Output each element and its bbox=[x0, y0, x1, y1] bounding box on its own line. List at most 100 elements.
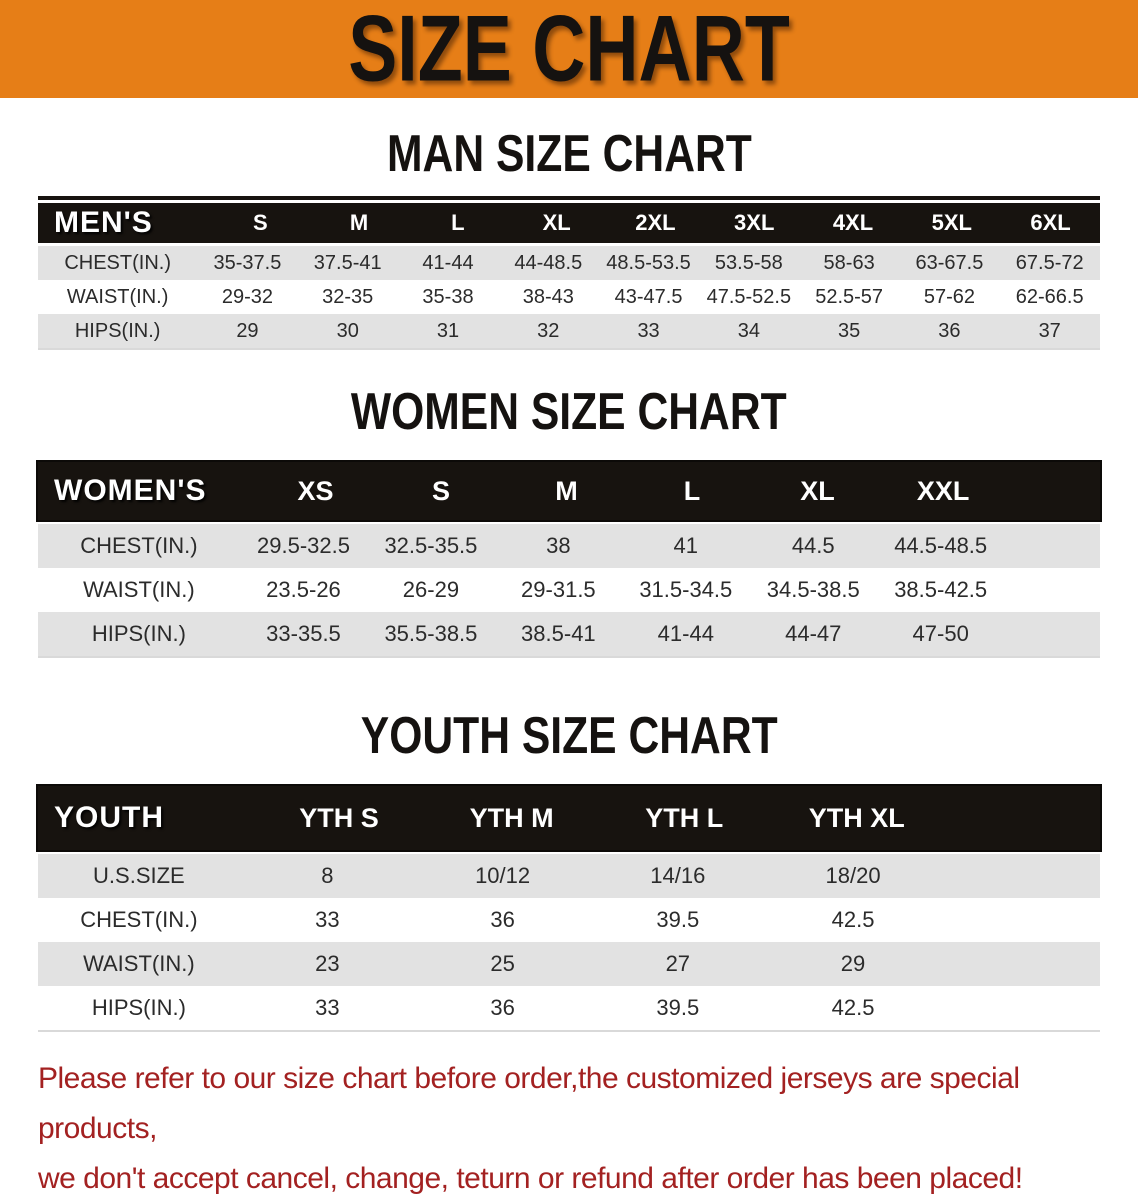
value-cell: 32.5-35.5 bbox=[384, 533, 478, 558]
women-hips-row: HIPS(IN.) 33-35.5 35.5-38.5 38.5-41 41-4… bbox=[38, 612, 1100, 656]
value-cell: 23.5-26 bbox=[266, 577, 341, 602]
man-section-heading-text: MAN SIZE CHART bbox=[386, 125, 752, 183]
value-cell: 52.5-57 bbox=[815, 285, 884, 308]
youth-size-header-cell: YTH S bbox=[299, 802, 379, 833]
value-cell: 36 bbox=[490, 907, 515, 932]
value-cell: 62-66.5 bbox=[1015, 285, 1084, 308]
value-cell: 32 bbox=[537, 319, 560, 342]
women-waist-row: WAIST(IN.) 23.5-26 26-29 29-31.5 31.5-34… bbox=[38, 568, 1100, 612]
value-cell: 33-35.5 bbox=[266, 621, 341, 646]
women-size-table: WOMEN'S XS S M L XL XXL CHEST(IN.) 29.5-… bbox=[38, 462, 1100, 658]
man-section-heading: MAN SIZE CHART bbox=[0, 128, 1138, 180]
youth-section-heading: YOUTH SIZE CHART bbox=[0, 710, 1138, 762]
youth-hips-row: HIPS(IN.) 33 36 39.5 42.5 bbox=[38, 986, 1100, 1030]
value-cell: 63-67.5 bbox=[915, 251, 984, 274]
value-cell: 39.5 bbox=[656, 907, 700, 932]
men-hips-row: HIPS(IN.) 29 30 31 32 33 34 35 36 37 bbox=[38, 314, 1100, 348]
men-size-header-cell: S bbox=[252, 210, 268, 235]
youth-section-heading-text: YOUTH SIZE CHART bbox=[360, 707, 778, 765]
value-cell: 42.5 bbox=[831, 995, 875, 1020]
disclaimer: Please refer to our size chart before or… bbox=[38, 1054, 1100, 1204]
row-label: U.S.SIZE bbox=[93, 863, 185, 888]
youth-header-row: YOUTH YTH S YTH M YTH L YTH XL bbox=[38, 786, 1100, 850]
row-label: HIPS(IN.) bbox=[91, 995, 186, 1020]
men-waist-row: WAIST(IN.) 29-32 32-35 35-38 38-43 43-47… bbox=[38, 280, 1100, 314]
youth-size-header-cell: YTH L bbox=[645, 802, 724, 833]
women-size-header-cell: XS bbox=[297, 475, 334, 506]
value-cell: 38.5-42.5 bbox=[894, 577, 988, 602]
youth-table-title: YOUTH bbox=[54, 801, 164, 834]
disclaimer-line-2: we don't accept cancel, change, teturn o… bbox=[38, 1162, 1023, 1195]
value-cell: 34 bbox=[737, 319, 760, 342]
row-label: CHEST(IN.) bbox=[64, 251, 171, 274]
value-cell: 41 bbox=[673, 533, 699, 558]
women-header-row: WOMEN'S XS S M L XL XXL bbox=[38, 462, 1100, 520]
men-size-header-cell: XL bbox=[542, 210, 571, 235]
value-cell: 44-47 bbox=[785, 621, 842, 646]
value-cell: 41-44 bbox=[422, 251, 474, 274]
value-cell: 36 bbox=[938, 319, 961, 342]
value-cell: 35-38 bbox=[422, 285, 474, 308]
banner-title: SIZE CHART bbox=[348, 0, 790, 102]
value-cell: 31.5-34.5 bbox=[639, 577, 733, 602]
youth-size-table: YOUTH YTH S YTH M YTH L YTH XL U.S.SIZE … bbox=[38, 786, 1100, 1032]
youth-size-header-cell: YTH XL bbox=[808, 802, 905, 833]
value-cell: 35 bbox=[838, 319, 861, 342]
value-cell: 39.5 bbox=[656, 995, 700, 1020]
value-cell: 25 bbox=[490, 951, 515, 976]
men-table-title: MEN'S bbox=[54, 206, 153, 239]
men-header-row: MEN'S S M L XL 2XL 3XL 4XL 5XL 6XL bbox=[38, 203, 1100, 243]
value-cell: 38-43 bbox=[522, 285, 574, 308]
row-label: WAIST(IN.) bbox=[83, 951, 195, 976]
row-label: CHEST(IN.) bbox=[80, 907, 198, 932]
value-cell: 30 bbox=[336, 319, 359, 342]
value-cell: 27 bbox=[665, 951, 691, 976]
value-cell: 38.5-41 bbox=[521, 621, 596, 646]
women-size-header-cell: M bbox=[555, 475, 578, 506]
value-cell: 8 bbox=[321, 863, 334, 888]
value-cell: 33 bbox=[315, 907, 340, 932]
value-cell: 14/16 bbox=[650, 863, 706, 888]
youth-size-header-cell: YTH M bbox=[469, 802, 554, 833]
women-size-header-cell: L bbox=[683, 475, 701, 506]
men-size-header-cell: 6XL bbox=[1030, 210, 1071, 235]
value-cell: 44.5-48.5 bbox=[894, 533, 988, 558]
row-label: WAIST(IN.) bbox=[83, 577, 195, 602]
value-cell: 37 bbox=[1038, 319, 1061, 342]
value-cell: 43-47.5 bbox=[614, 285, 683, 308]
value-cell: 57-62 bbox=[923, 285, 975, 308]
value-cell: 41-44 bbox=[657, 621, 714, 646]
row-label: WAIST(IN.) bbox=[66, 285, 169, 308]
value-cell: 29-32 bbox=[221, 285, 274, 308]
women-section-heading: WOMEN SIZE CHART bbox=[0, 386, 1138, 438]
women-size-header-cell: S bbox=[432, 475, 451, 506]
row-label: HIPS(IN.) bbox=[91, 621, 186, 646]
value-cell: 31 bbox=[436, 319, 460, 342]
women-size-header-cell: XXL bbox=[916, 475, 970, 506]
row-label: CHEST(IN.) bbox=[80, 533, 198, 558]
disclaimer-line-1: Please refer to our size chart before or… bbox=[38, 1062, 1020, 1145]
men-size-header-cell: 5XL bbox=[931, 210, 972, 235]
value-cell: 33 bbox=[637, 319, 660, 342]
men-size-header-cell: 2XL bbox=[635, 210, 676, 235]
value-cell: 35.5-38.5 bbox=[384, 621, 478, 646]
value-cell: 29.5-32.5 bbox=[257, 533, 350, 558]
men-size-table: MEN'S S M L XL 2XL 3XL 4XL 5XL 6XL CHEST… bbox=[38, 196, 1100, 350]
value-cell: 23 bbox=[315, 951, 340, 976]
value-cell: 29 bbox=[236, 319, 259, 342]
women-table-title: WOMEN'S bbox=[54, 474, 207, 507]
value-cell: 48.5-53.5 bbox=[606, 251, 691, 274]
youth-ussize-row: U.S.SIZE 8 10/12 14/16 18/20 bbox=[38, 854, 1100, 898]
row-label: HIPS(IN.) bbox=[74, 319, 161, 342]
youth-waist-row: WAIST(IN.) 23 25 27 29 bbox=[38, 942, 1100, 986]
men-size-header-cell: 4XL bbox=[832, 210, 874, 235]
value-cell: 10/12 bbox=[475, 863, 531, 888]
value-cell: 29-31.5 bbox=[521, 577, 596, 602]
women-chest-row: CHEST(IN.) 29.5-32.5 32.5-35.5 38 41 44.… bbox=[38, 524, 1100, 568]
value-cell: 44.5 bbox=[791, 533, 835, 558]
value-cell: 18/20 bbox=[825, 863, 881, 888]
value-cell: 36 bbox=[490, 995, 515, 1020]
men-chest-row: CHEST(IN.) 35-37.5 37.5-41 41-44 44-48.5… bbox=[38, 246, 1100, 280]
value-cell: 53.5-58 bbox=[714, 251, 783, 274]
men-size-header-cell: L bbox=[451, 210, 465, 235]
